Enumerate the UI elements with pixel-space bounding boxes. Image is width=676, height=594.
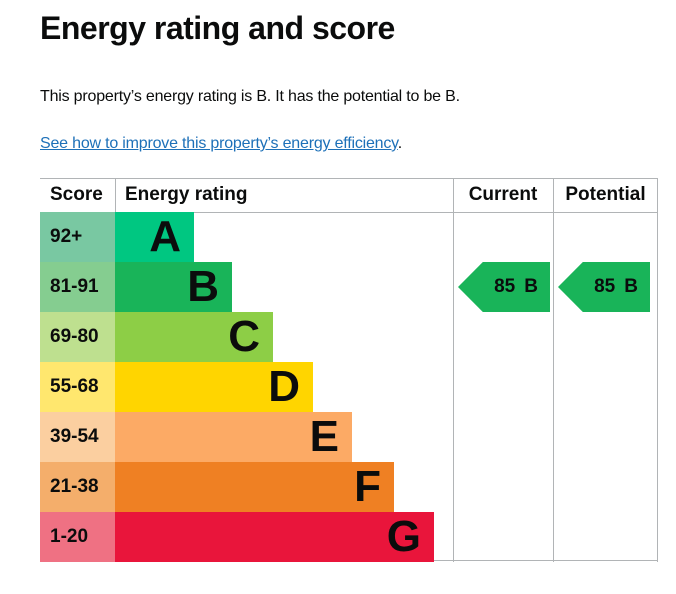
band-letter-f: F <box>354 461 381 511</box>
current-column-divider <box>453 178 454 562</box>
potential-score-value: 85 <box>594 275 616 297</box>
chart-header-row: Score Energy rating Current Potential <box>40 179 658 212</box>
band-row-b: 81-91 B <box>40 261 658 312</box>
score-range-a: 92+ <box>40 211 115 262</box>
page-title: Energy rating and score <box>40 10 395 46</box>
score-range-b: 81-91 <box>40 261 115 312</box>
potential-column-divider <box>553 178 554 562</box>
chart-right-border <box>657 178 658 562</box>
band-row-g: 1-20 G <box>40 511 658 562</box>
score-range-e: 39-54 <box>40 411 115 462</box>
band-bar-c: C <box>115 311 273 362</box>
band-letter-e: E <box>309 411 339 461</box>
improve-efficiency-link[interactable]: See how to improve this property’s energ… <box>40 134 398 152</box>
energy-rating-section: Energy rating and score This property’s … <box>40 10 658 562</box>
column-header-energy-rating: Energy rating <box>125 183 248 205</box>
band-bar-e: E <box>115 411 352 462</box>
band-bar-g: G <box>115 511 434 562</box>
score-range-g: 1-20 <box>40 511 115 562</box>
band-row-a: 92+ A <box>40 211 658 262</box>
band-bar-f: F <box>115 461 394 512</box>
score-range-f: 21-38 <box>40 461 115 512</box>
band-row-e: 39-54 E <box>40 411 658 462</box>
band-letter-g: G <box>386 511 421 561</box>
energy-rating-chart: Score Energy rating Current Potential 92… <box>40 177 658 562</box>
column-header-current: Current <box>468 183 538 205</box>
band-row-c: 69-80 C <box>40 311 658 362</box>
column-header-potential: Potential <box>565 183 646 205</box>
current-band-letter: B <box>524 275 538 297</box>
score-range-c: 69-80 <box>40 311 115 362</box>
band-row-d: 55-68 D <box>40 361 658 412</box>
header-underline <box>40 211 658 213</box>
column-header-score: Score <box>50 183 103 205</box>
band-letter-b: B <box>187 261 219 311</box>
band-bar-b: B <box>115 261 232 312</box>
score-column-divider <box>115 178 116 212</box>
band-bar-a: A <box>115 211 194 262</box>
potential-band-letter: B <box>624 275 638 297</box>
improve-sentence: See how to improve this property’s energ… <box>40 135 658 153</box>
link-suffix: . <box>397 134 403 152</box>
score-range-d: 55-68 <box>40 361 115 412</box>
band-row-f: 21-38 F <box>40 461 658 512</box>
band-letter-c: C <box>228 311 260 361</box>
current-score-value: 85 <box>494 275 516 297</box>
band-letter-d: D <box>268 361 300 411</box>
band-letter-a: A <box>149 211 181 261</box>
band-rows: 92+ A 81-91 B 69-80 C 55-68 D 39-54 E 21… <box>40 211 658 562</box>
band-bar-d: D <box>115 361 313 412</box>
rating-summary-text: This property’s energy rating is B. It h… <box>40 87 460 105</box>
